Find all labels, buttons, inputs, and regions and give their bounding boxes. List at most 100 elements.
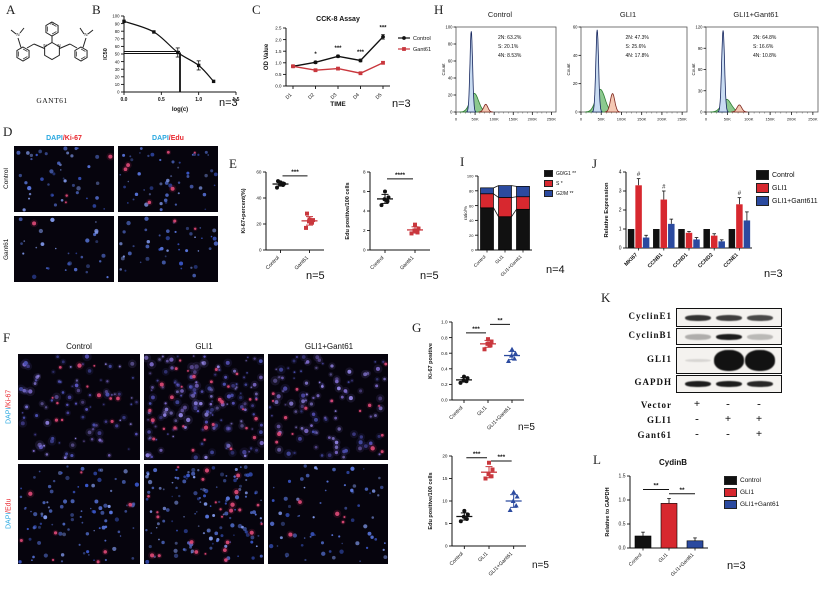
svg-text:60: 60	[115, 44, 120, 49]
legend-gli1: GLI1	[772, 184, 788, 192]
condition-sign: +	[755, 413, 763, 425]
svg-text:****: ****	[395, 172, 406, 179]
blot-band	[716, 314, 742, 321]
blot-band	[685, 381, 711, 387]
ic50-dose-response-chart: 0 10 20 30 40 50 60 70 80 90 100 0.0 0.5 1.0 1.5 log(c)…	[103, 14, 240, 113]
panel-f-row1-label: DAPI/Ki-67	[4, 354, 14, 460]
condition-label-vector: Vector	[640, 400, 672, 410]
condition-sign: -	[695, 428, 699, 440]
svg-text:0.0: 0.0	[121, 97, 128, 103]
edu-label: /Edu	[5, 498, 13, 514]
panel-b-n: n=3	[219, 97, 238, 109]
panel-c-letter: C	[252, 2, 261, 17]
svg-text:0: 0	[580, 117, 583, 122]
svg-text:60: 60	[256, 170, 262, 175]
panel-g-n1: n=5	[518, 422, 535, 433]
flow-title-control: Control	[487, 10, 513, 19]
svg-text:CCNB1: CCNB1	[647, 252, 664, 269]
western-blot-panel: CyclinE1 CyclinB1 GLI1 GAPDH Vector + - - GLI1 - +…	[606, 300, 786, 448]
svg-text:4: 4	[363, 209, 366, 214]
dapi-label: DAPI	[5, 407, 13, 425]
blot-band	[745, 350, 775, 371]
svg-text:0.5: 0.5	[275, 72, 282, 77]
micrograph-f-control-edu	[18, 464, 140, 564]
svg-text:60: 60	[698, 67, 703, 72]
condition-sign: -	[695, 413, 699, 425]
legend-swatch-gli1	[724, 488, 737, 497]
blot-band	[747, 381, 773, 387]
svg-text:0: 0	[363, 248, 366, 253]
legend-swatch-gli1	[756, 183, 769, 193]
svg-text:4: 4	[619, 170, 622, 176]
svg-text:0.0: 0.0	[619, 546, 626, 552]
svg-text:10: 10	[115, 82, 120, 87]
svg-text:0: 0	[575, 110, 578, 115]
qpcr-expression-chart: 0 1 2 3 4 # MKI67 # CCNB1 CCND1 CCND2 # CCNE1 Relativ…	[604, 170, 752, 270]
cck8-assay-chart: CCK-8 Assay 0.0 0.5 1.0 1.5 2.0 2.5 D1 D2 D3 D4 D5 T…	[264, 16, 431, 108]
svg-text:CCK-8 Assay: CCK-8 Assay	[316, 16, 360, 23]
svg-text:0.2: 0.2	[441, 382, 448, 387]
legend-swatch-control	[724, 476, 737, 485]
condition-sign: +	[755, 428, 763, 440]
panel-d-letter: D	[3, 124, 13, 139]
micrograph-f-gli1-ki67	[144, 354, 264, 460]
svg-text:D5: D5	[375, 92, 384, 101]
svg-text:GLI1+Gant61: GLI1+Gant61	[486, 405, 512, 431]
svg-text:70: 70	[115, 37, 120, 42]
flow-histogram-gli1: 0 20 40 60 0 50K 100K 150K 200K 250K Count 2N: 47.3…	[566, 25, 688, 122]
svg-text:Gant61: Gant61	[413, 47, 431, 53]
micrograph-d-gant61-ki67	[14, 216, 114, 282]
svg-text:0: 0	[259, 248, 262, 253]
svg-text:2.0: 2.0	[275, 37, 282, 42]
blot-band	[685, 314, 711, 321]
svg-text:Control: Control	[473, 254, 487, 268]
svg-text:Edu positive/100 cells: Edu positive/100 cells	[345, 182, 351, 239]
panel-l-n: n=3	[727, 560, 746, 572]
svg-text:15: 15	[442, 476, 448, 481]
legend-gli1-gant61: GLI1+Gant611	[772, 197, 818, 205]
svg-text:1.0: 1.0	[619, 498, 626, 504]
micrograph-f-gli1-edu	[144, 464, 264, 564]
svg-text:#: #	[662, 185, 666, 191]
svg-text:1.0: 1.0	[441, 320, 448, 325]
svg-text:90: 90	[698, 46, 703, 51]
ki67-positive-scatter: 0.0 0.2 0.4 0.6 0.8 1.0 Control GLI1GLI1+Gant61…	[428, 317, 524, 432]
flow-panel-gli1-gant61: GLI1+Gant61 0 30 60 90 120 0 50K 100K 150K 200K 25…	[689, 10, 823, 146]
micrograph-d-control-edu	[118, 146, 218, 212]
svg-text:40: 40	[469, 218, 474, 223]
panel-f-row2-label: DAPI/Edu	[4, 464, 14, 564]
dapi-label: DAPI	[5, 513, 13, 530]
panel-c-n: n=3	[392, 98, 411, 110]
svg-text:**: **	[497, 317, 503, 324]
svg-text:Edu positive/100 cells: Edu positive/100 cells	[428, 472, 434, 529]
svg-text:***: ***	[473, 451, 481, 458]
svg-text:0.4: 0.4	[441, 367, 448, 372]
svg-text:4N: 17.8%: 4N: 17.8%	[626, 53, 650, 59]
svg-text:40: 40	[573, 53, 578, 58]
svg-text:CCND2: CCND2	[697, 252, 714, 269]
legend-swatch-s	[544, 180, 553, 187]
svg-text:D4: D4	[352, 92, 361, 101]
svg-text:Gant61: Gant61	[294, 255, 310, 271]
panel-g-n2: n=5	[532, 560, 549, 571]
legend-gli1-gant61: GLI1+Gant61	[740, 501, 780, 508]
svg-text:**: **	[679, 487, 685, 494]
svg-text:Gant61: Gant61	[399, 255, 415, 271]
condition-label-gli1: GLI1	[646, 415, 672, 425]
svg-text:50K: 50K	[598, 117, 605, 122]
svg-text:log(c): log(c)	[172, 107, 188, 113]
svg-text:20: 20	[442, 454, 448, 459]
panel-k-letter: K	[601, 290, 611, 305]
svg-text:Relative to GAPDH: Relative to GAPDH	[605, 487, 611, 536]
svg-text:Control: Control	[448, 405, 464, 421]
legend-swatch-g2m	[544, 190, 553, 197]
svg-text:1.5: 1.5	[233, 97, 240, 103]
svg-text:80: 80	[469, 189, 474, 194]
svg-text:1.0: 1.0	[275, 61, 282, 66]
panel-j-letter: J	[592, 156, 598, 171]
flow-title-gli1-gant61: GLI1+Gant61	[733, 10, 779, 19]
panel-f-col-gli1: GLI1	[195, 342, 213, 351]
svg-text:***: ***	[334, 46, 342, 52]
blot-label-cycline1: CyclinE1	[628, 310, 672, 321]
